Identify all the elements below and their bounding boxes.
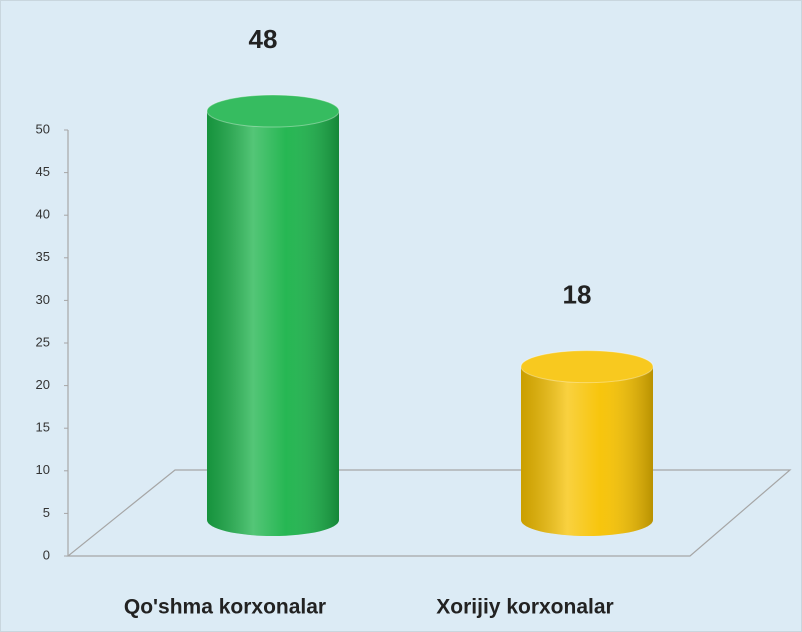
bar-top — [206, 94, 340, 128]
y-tick-label: 10 — [36, 462, 50, 477]
bar-top-shading — [207, 95, 339, 128]
y-tick-label: 50 — [36, 121, 50, 136]
bar-top-shading — [521, 350, 653, 383]
y-tick-label: 45 — [36, 164, 50, 179]
y-tick-label: 5 — [43, 505, 50, 520]
floor — [66, 469, 792, 557]
x-tick-label: Xorijiy korxonalar — [436, 596, 613, 619]
y-tick-label: 20 — [36, 377, 50, 392]
y-tick-label: 25 — [36, 334, 50, 349]
bar-top — [520, 350, 654, 384]
bar-shading — [521, 366, 653, 536]
y-tick-label: 15 — [36, 420, 50, 435]
y-tick-label: 0 — [43, 547, 50, 562]
y-tick-label: 30 — [36, 292, 50, 307]
y-tick-label: 40 — [36, 207, 50, 222]
value-label: 18 — [563, 280, 592, 310]
x-tick-label: Qo'shma korxonalar — [124, 596, 326, 619]
bar-shading — [207, 111, 339, 536]
y-tick-label: 35 — [36, 249, 50, 264]
value-label: 48 — [249, 24, 278, 54]
